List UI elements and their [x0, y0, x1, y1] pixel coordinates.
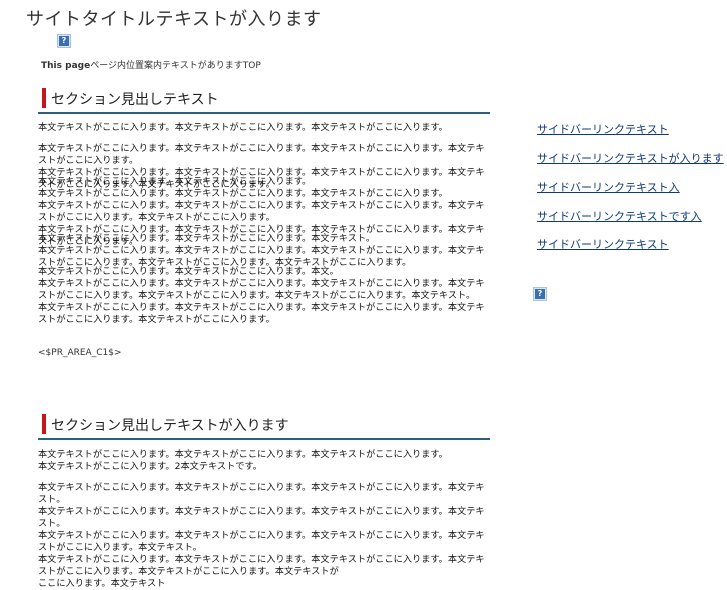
broken-image-icon: ? [57, 34, 71, 48]
heading-accent-bar [42, 88, 46, 108]
sidebar-link[interactable]: サイドバーリンクテキストです入 [537, 210, 702, 223]
breadcrumb: This pageページ内位置案内テキストがありますTOP [41, 58, 261, 71]
body-paragraph: 本文テキストがここに入ります。本文テキストがここに入ります。本文。 本文テキスト… [38, 266, 485, 325]
section-heading-text: セクション見出しテキストが入ります [51, 418, 289, 434]
body-paragraph: 本文テキストがここに入ります。本文テキストがここに入ります。 本文テキストがここ… [38, 176, 485, 247]
body-paragraph: 本文テキストがここに入ります。本文テキストがここに入ります。本文テキストがここに… [38, 143, 485, 190]
sidebar-link[interactable]: サイドバーリンクテキスト入 [537, 181, 680, 194]
site-title: サイトタイトルテキストが入ります [26, 9, 322, 30]
body-paragraph: 本文テキストがここに入ります。本文テキストがここに入ります。本文テキストがここに… [38, 449, 448, 472]
sidebar-link[interactable]: サイドバーリンクテキストが入ります [537, 152, 724, 165]
section-heading: セクション見出しテキスト [38, 88, 490, 114]
section-heading: セクション見出しテキストが入ります [38, 414, 490, 440]
breadcrumb-trail[interactable]: ページ内位置案内テキストがありますTOP [90, 61, 261, 71]
body-paragraph: 本文テキストがここに入ります。本文テキストがここに入ります。本文テキスト。 本文… [38, 233, 485, 268]
pr-area-placeholder: <$PR_AREA_C1$> [38, 348, 122, 358]
broken-image-icon: ? [533, 287, 547, 301]
body-paragraph: 本文テキストがここに入ります。本文テキストがここに入ります。本文テキストがここに… [38, 482, 485, 589]
heading-accent-bar [42, 414, 46, 434]
section-heading-text: セクション見出しテキスト [51, 92, 219, 108]
sidebar-link[interactable]: サイドバーリンクテキスト [537, 123, 669, 136]
breadcrumb-this-page: This page [41, 61, 91, 71]
sidebar-link[interactable]: サイドバーリンクテキスト [537, 238, 669, 251]
body-paragraph: 本文テキストがここに入ります。本文テキストがここに入ります。本文テキストがここに… [38, 122, 448, 133]
